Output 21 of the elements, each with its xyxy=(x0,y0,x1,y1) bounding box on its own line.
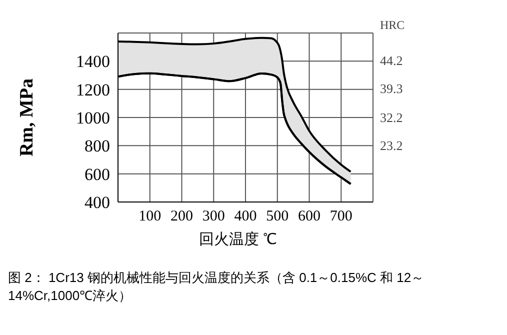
x-tick-label: 200 xyxy=(170,208,193,225)
x-tick-label: 500 xyxy=(266,208,289,225)
y-tick-label: 1000 xyxy=(76,108,110,128)
caption: 图 2： 1Cr13 钢的机械性能与回火温度的关系（含 0.1～0.15%C 和 12～14%Cr,1000℃淬火） xyxy=(8,269,426,305)
y-tick-label: 600 xyxy=(84,164,110,184)
text: 32.2 xyxy=(380,108,403,126)
y-tick-label: 1200 xyxy=(76,80,110,100)
x-axis-title: 回火温度 ℃ xyxy=(198,230,278,249)
y2-axis-title: HRC xyxy=(380,18,405,33)
y-tick-label: 400 xyxy=(84,193,110,212)
x-tick-label: 600 xyxy=(298,208,320,225)
text: 44.2 xyxy=(380,52,403,70)
x-tick-label: 100 xyxy=(138,208,162,225)
text: 39.3 xyxy=(380,80,403,98)
text: 23.2 xyxy=(380,136,403,155)
y-axis-title: Rm, MPa xyxy=(16,78,38,157)
x-tick-label: 300 xyxy=(202,208,225,225)
y-tick-label: 1400 xyxy=(76,52,110,72)
x-tick-label: 400 xyxy=(234,208,257,225)
y-tick-label: 800 xyxy=(84,136,110,156)
x-tick-label: 700 xyxy=(330,208,352,225)
